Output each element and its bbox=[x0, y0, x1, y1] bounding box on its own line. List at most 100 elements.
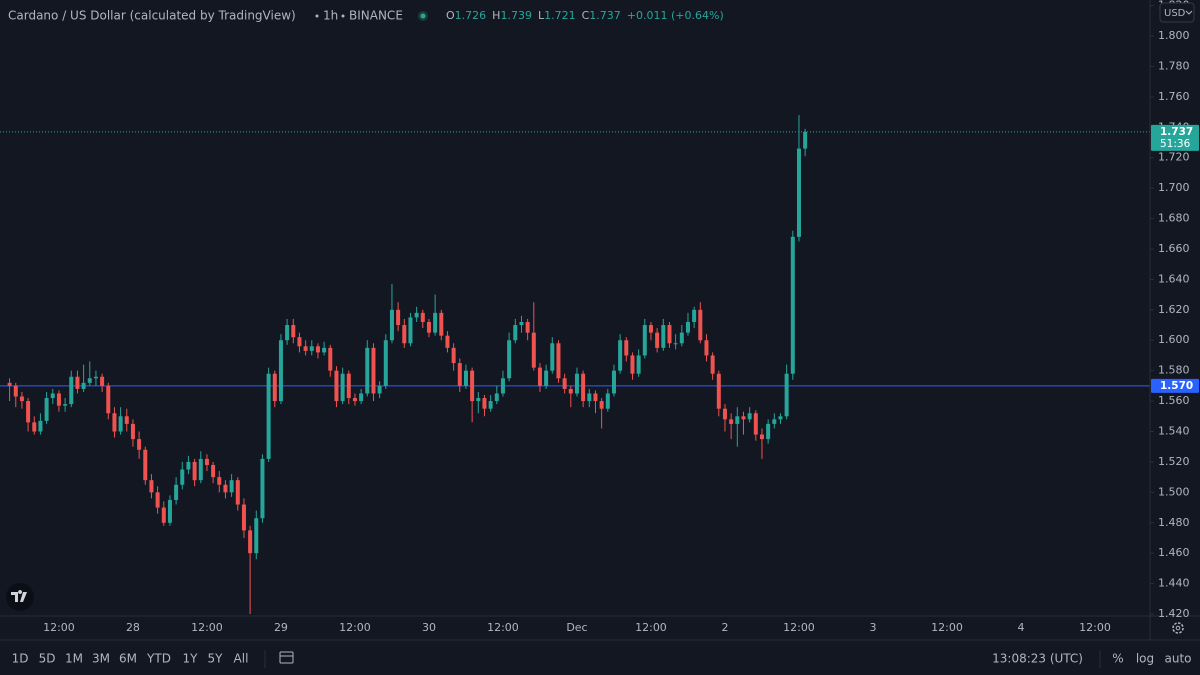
status-dot bbox=[420, 13, 426, 19]
y-tick-label: 1.640 bbox=[1158, 272, 1190, 285]
x-tick-label: 4 bbox=[1017, 621, 1024, 634]
x-tick-label: 12:00 bbox=[487, 621, 519, 634]
candle-body bbox=[772, 419, 777, 424]
candle-body bbox=[352, 398, 357, 402]
range-button[interactable]: 6M bbox=[119, 652, 137, 666]
candle-body bbox=[433, 312, 438, 333]
range-button[interactable]: 1D bbox=[12, 652, 29, 666]
percent-toggle[interactable]: % bbox=[1112, 652, 1123, 666]
logo bbox=[11, 590, 27, 602]
candle-body bbox=[235, 480, 240, 505]
candle-body bbox=[7, 382, 12, 386]
x-tick-label: 28 bbox=[126, 621, 140, 634]
candle-body bbox=[322, 347, 327, 353]
candle-body bbox=[630, 355, 635, 374]
candle-body bbox=[605, 393, 610, 409]
y-tick-label: 1.760 bbox=[1158, 90, 1190, 103]
candle-body bbox=[278, 340, 283, 402]
candle-body bbox=[167, 499, 172, 523]
candle-body bbox=[673, 343, 678, 345]
range-button[interactable]: YTD bbox=[146, 652, 171, 666]
candle-body bbox=[494, 393, 499, 402]
range-button[interactable]: 1M bbox=[65, 652, 83, 666]
candle-body bbox=[778, 416, 783, 420]
candle-body bbox=[679, 332, 684, 344]
candle-body bbox=[488, 401, 493, 409]
candle-body bbox=[470, 370, 475, 402]
x-tick-label: 2 bbox=[721, 621, 728, 634]
candle-body bbox=[420, 312, 425, 322]
candle-body bbox=[19, 396, 24, 402]
candle-body bbox=[340, 373, 345, 402]
axes: 1.420 1.440 1.460 1.480 1.500 1.520 1.540 1.560… bbox=[43, 0, 1189, 634]
currency-button[interactable] bbox=[1159, 2, 1195, 23]
candle-body bbox=[722, 408, 727, 420]
settings-center bbox=[1175, 625, 1181, 631]
price-label: 1.737 bbox=[1160, 126, 1193, 138]
candle-body bbox=[81, 382, 86, 389]
o-label: O bbox=[446, 9, 455, 22]
settings-icon[interactable] bbox=[1172, 622, 1184, 634]
candle-body bbox=[408, 317, 413, 344]
candle-body bbox=[198, 458, 203, 481]
range-button[interactable]: 3M bbox=[92, 652, 110, 666]
candle-body bbox=[204, 458, 209, 465]
candle-body bbox=[174, 484, 179, 500]
candle-body bbox=[272, 373, 277, 402]
candle-body bbox=[106, 385, 111, 414]
candle-body bbox=[13, 385, 18, 397]
candle-body bbox=[365, 347, 370, 394]
candle-body bbox=[180, 469, 185, 485]
y-tick-label: 1.620 bbox=[1158, 303, 1190, 316]
candle-body bbox=[519, 321, 524, 326]
candle-body bbox=[118, 416, 123, 432]
x-tick-label: Dec bbox=[566, 621, 587, 634]
y-tick-label: 1.420 bbox=[1158, 607, 1190, 620]
candle-body bbox=[285, 325, 290, 341]
auto-toggle[interactable]: auto bbox=[1164, 652, 1191, 666]
y-tick-label: 1.580 bbox=[1158, 364, 1190, 377]
candle-body bbox=[747, 413, 752, 420]
x-tick-label: 12:00 bbox=[339, 621, 371, 634]
candle-body bbox=[334, 370, 339, 402]
range-button[interactable]: 1Y bbox=[183, 652, 199, 666]
y-tick-label: 1.800 bbox=[1158, 29, 1190, 42]
range-button[interactable]: 5Y bbox=[208, 652, 224, 666]
candle-body bbox=[531, 332, 536, 368]
c-label: C bbox=[582, 9, 590, 22]
log-toggle[interactable]: log bbox=[1136, 652, 1154, 666]
range-button[interactable]: All bbox=[234, 652, 249, 666]
candle-body bbox=[130, 423, 135, 440]
candle-body bbox=[124, 416, 129, 424]
candle-body bbox=[26, 401, 31, 423]
candle-body bbox=[371, 347, 376, 394]
countdown: 51:36 bbox=[1160, 138, 1191, 150]
candle-body bbox=[759, 434, 764, 440]
candle-body bbox=[796, 148, 801, 237]
candle-body bbox=[562, 378, 567, 389]
candle-body bbox=[710, 355, 715, 374]
clock: 13:08:23 (UTC) bbox=[992, 652, 1083, 666]
l-value: 1.721 bbox=[544, 9, 576, 22]
range-button[interactable]: 5D bbox=[39, 652, 56, 666]
candle-body bbox=[161, 507, 166, 523]
y-tick-label: 1.780 bbox=[1158, 59, 1190, 72]
candle-body bbox=[396, 309, 401, 326]
interval[interactable]: 1h bbox=[323, 9, 338, 23]
h-value: 1.739 bbox=[500, 9, 532, 22]
candle-body bbox=[476, 398, 481, 402]
candle-body bbox=[581, 373, 586, 402]
candle-body bbox=[655, 332, 660, 348]
candle-body bbox=[266, 373, 271, 459]
y-tick-label: 1.660 bbox=[1158, 242, 1190, 255]
candle-body bbox=[56, 393, 61, 406]
currency[interactable]: USD bbox=[1164, 8, 1186, 19]
candle-body bbox=[544, 370, 549, 386]
candle-body bbox=[389, 309, 394, 341]
candle-body bbox=[149, 480, 154, 493]
x-tick-label: 29 bbox=[274, 621, 288, 634]
candle-body bbox=[100, 376, 105, 386]
date-range-icon[interactable] bbox=[279, 651, 294, 664]
candle-body bbox=[44, 398, 49, 421]
